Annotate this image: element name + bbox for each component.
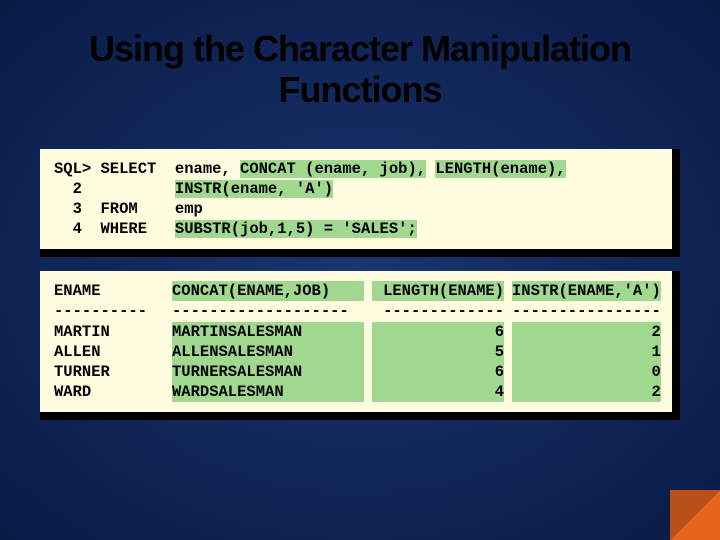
col-separator: -------------------	[172, 301, 364, 321]
table-row: MARTIN	[54, 322, 164, 342]
table-row: 4	[372, 382, 504, 402]
col-header: INSTR(ENAME,'A')	[512, 281, 661, 301]
code-highlight: LENGTH(ename),	[435, 160, 565, 178]
table-row: 6	[372, 362, 504, 382]
col-header: LENGTH(ENAME)	[372, 281, 504, 301]
table-row: TURNERSALESMAN	[172, 362, 364, 382]
col-header: CONCAT(ENAME,JOB)	[172, 281, 364, 301]
col-separator: ----------	[54, 301, 164, 321]
table-row: 5	[372, 342, 504, 362]
code-highlight: INSTR(ename, 'A')	[175, 180, 333, 198]
result-col-length: LENGTH(ENAME)-------------6564	[364, 281, 504, 402]
table-row: 0	[512, 362, 661, 382]
table-row: TURNER	[54, 362, 164, 382]
result-table: ENAME----------MARTINALLENTURNERWARDCONC…	[40, 271, 680, 420]
page-title: Using the Character Manipulation Functio…	[0, 0, 720, 131]
table-row: ALLENSALESMAN	[172, 342, 364, 362]
table-row: 1	[512, 342, 661, 362]
code-text: 3 FROM emp	[54, 200, 203, 218]
col-separator: -------------	[372, 301, 504, 321]
code-text: 4 WHERE	[54, 220, 175, 238]
table-row: 6	[372, 322, 504, 342]
table-row: WARD	[54, 382, 164, 402]
result-col-ename: ENAME----------MARTINALLENTURNERWARD	[54, 281, 164, 402]
table-row: 2	[512, 382, 661, 402]
code-text: 2	[54, 180, 175, 198]
table-row: 2	[512, 322, 661, 342]
result-col-instr: INSTR(ENAME,'A')----------------2102	[504, 281, 661, 402]
col-separator: ----------------	[512, 301, 661, 321]
result-col-concat: CONCAT(ENAME,JOB)-------------------MART…	[164, 281, 364, 402]
table-row: MARTINSALESMAN	[172, 322, 364, 342]
sql-query-box: SQL> SELECT ename, CONCAT (ename, job), …	[40, 149, 680, 258]
table-row: WARDSALESMAN	[172, 382, 364, 402]
code-text: SQL> SELECT ename,	[54, 160, 240, 178]
page-curl-icon	[670, 490, 720, 540]
col-header: ENAME	[54, 281, 164, 301]
code-highlight: CONCAT (ename, job),	[240, 160, 426, 178]
table-row: ALLEN	[54, 342, 164, 362]
code-text	[426, 160, 435, 178]
code-highlight: SUBSTR(job,1,5) = 'SALES';	[175, 220, 417, 238]
